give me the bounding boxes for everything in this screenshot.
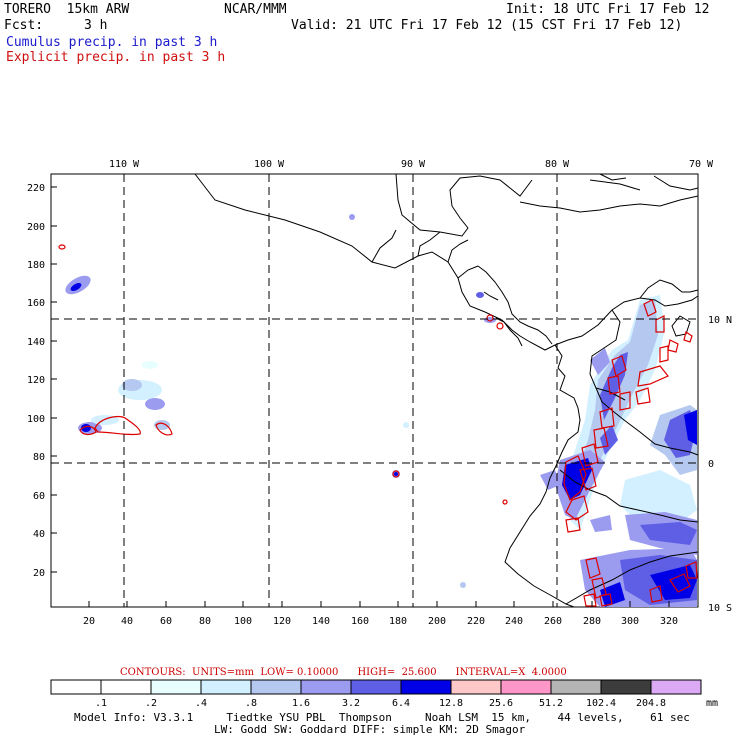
- colorbar-label: .4: [195, 698, 207, 709]
- colorbar-cell: [200, 679, 252, 695]
- lon-label: 110 W: [109, 159, 140, 170]
- y-tick-labels: 20 40 60 80 100 120 140 160 180 200 220: [27, 183, 45, 579]
- colorbar-label: .1: [95, 698, 107, 709]
- colorbar-cell: [250, 679, 302, 695]
- y-tick-label: 140: [27, 337, 45, 348]
- colorbar-label: 3.2: [342, 698, 360, 709]
- valid-time: Valid: 21 UTC Fri 17 Feb 12 (15 CST Fri …: [291, 18, 683, 33]
- y-tick-label: 220: [27, 183, 45, 194]
- lat-lon-grid: [51, 174, 698, 607]
- x-tick-label: 180: [389, 616, 407, 627]
- forecast-hours: 3 h: [84, 18, 108, 33]
- lon-label: 80 W: [545, 159, 570, 170]
- x-tick-labels: 20 40 60 80 100 120 140 160 180 200 220 …: [83, 616, 678, 627]
- colorbar-cell: [350, 679, 402, 695]
- colorbar-cell: [650, 679, 702, 695]
- colorbar-unit: mm: [706, 698, 718, 709]
- cumulus-field-label: Cumulus precip. in past 3 h: [6, 35, 218, 50]
- colorbar-cell: [300, 679, 352, 695]
- y-tick-label: 200: [27, 222, 45, 233]
- x-tick-label: 280: [583, 616, 601, 627]
- init-time: Init: 18 UTC Fri 17 Feb 12: [506, 2, 710, 17]
- x-tick-label: 140: [312, 616, 330, 627]
- precip-colorbar: [50, 679, 702, 695]
- x-tick-label: 240: [505, 616, 523, 627]
- lat-label: 10 N: [708, 315, 732, 326]
- contour-info: CONTOURS: UNITS=mm LOW= 0.10000 HIGH= 25…: [120, 667, 567, 678]
- y-tick-label: 100: [27, 414, 45, 425]
- org-label: NCAR/MMM: [224, 2, 287, 17]
- x-tick-label: 200: [428, 616, 446, 627]
- colorbar-cell: [600, 679, 652, 695]
- colorbar-label: 1.6: [292, 698, 310, 709]
- model-info-line1: Model Info: V3.3.1 Tiedtke YSU PBL Thomp…: [74, 711, 690, 724]
- x-tick-label: 100: [234, 616, 252, 627]
- x-tick-label: 220: [467, 616, 485, 627]
- model-info-line2: LW: Godd SW: Goddard DIFF: simple KM: 2D…: [214, 723, 526, 736]
- cumulus-precip-shading: [65, 214, 697, 607]
- colorbar-labels: .1 .2 .4 .8 1.6 3.2 6.4 12.8 25.6 51.2 1…: [95, 698, 718, 709]
- y-tick-label: 20: [33, 568, 45, 579]
- axis-tick-marks: [51, 186, 670, 607]
- y-tick-label: 40: [33, 529, 45, 540]
- colorbar-cell: [550, 679, 602, 695]
- colorbar-label: 51.2: [539, 698, 563, 709]
- x-tick-label: 260: [544, 616, 562, 627]
- x-tick-label: 320: [660, 616, 678, 627]
- x-tick-label: 80: [199, 616, 211, 627]
- x-tick-label: 160: [351, 616, 369, 627]
- longitude-labels: 110 W 100 W 90 W 80 W 70 W: [109, 159, 714, 170]
- x-tick-label: 20: [83, 616, 95, 627]
- colorbar-label: .2: [145, 698, 157, 709]
- coastlines: [194, 173, 699, 608]
- model-title: TORERO 15km ARW: [4, 2, 130, 17]
- colorbar-label: 204.8: [636, 698, 666, 709]
- colorbar-label: .8: [245, 698, 257, 709]
- colorbar-label: 12.8: [439, 698, 463, 709]
- y-tick-label: 160: [27, 298, 45, 309]
- x-tick-label: 300: [621, 616, 639, 627]
- colorbar-cell: [400, 679, 452, 695]
- y-tick-label: 180: [27, 260, 45, 271]
- colorbar-label: 102.4: [586, 698, 616, 709]
- x-tick-label: 60: [160, 616, 172, 627]
- x-tick-label: 40: [121, 616, 133, 627]
- lon-label: 70 W: [689, 159, 714, 170]
- precip-cluster-andes: [540, 295, 697, 607]
- lat-label: 0: [708, 459, 714, 470]
- y-tick-label: 60: [33, 491, 45, 502]
- lon-label: 100 W: [254, 159, 285, 170]
- colorbar-label: 25.6: [489, 698, 513, 709]
- y-tick-label: 120: [27, 375, 45, 386]
- latitude-labels: 10 N 0 10 S: [708, 315, 732, 614]
- y-tick-label: 80: [33, 452, 45, 463]
- explicit-field-label: Explicit precip. in past 3 h: [6, 50, 226, 65]
- colorbar-label: 6.4: [392, 698, 410, 709]
- precip-cluster-west-pacific: [65, 214, 409, 434]
- lat-label: 10 S: [708, 603, 732, 614]
- colorbar-cell: [100, 679, 152, 695]
- colorbar-cell: [50, 679, 102, 695]
- colorbar-cell: [450, 679, 502, 695]
- colorbar-cell: [150, 679, 202, 695]
- colorbar-cell: [500, 679, 552, 695]
- forecast-label: Fcst:: [4, 18, 44, 33]
- explicit-precip-contours: [58, 244, 698, 607]
- x-tick-label: 120: [273, 616, 291, 627]
- lon-label: 90 W: [401, 159, 426, 170]
